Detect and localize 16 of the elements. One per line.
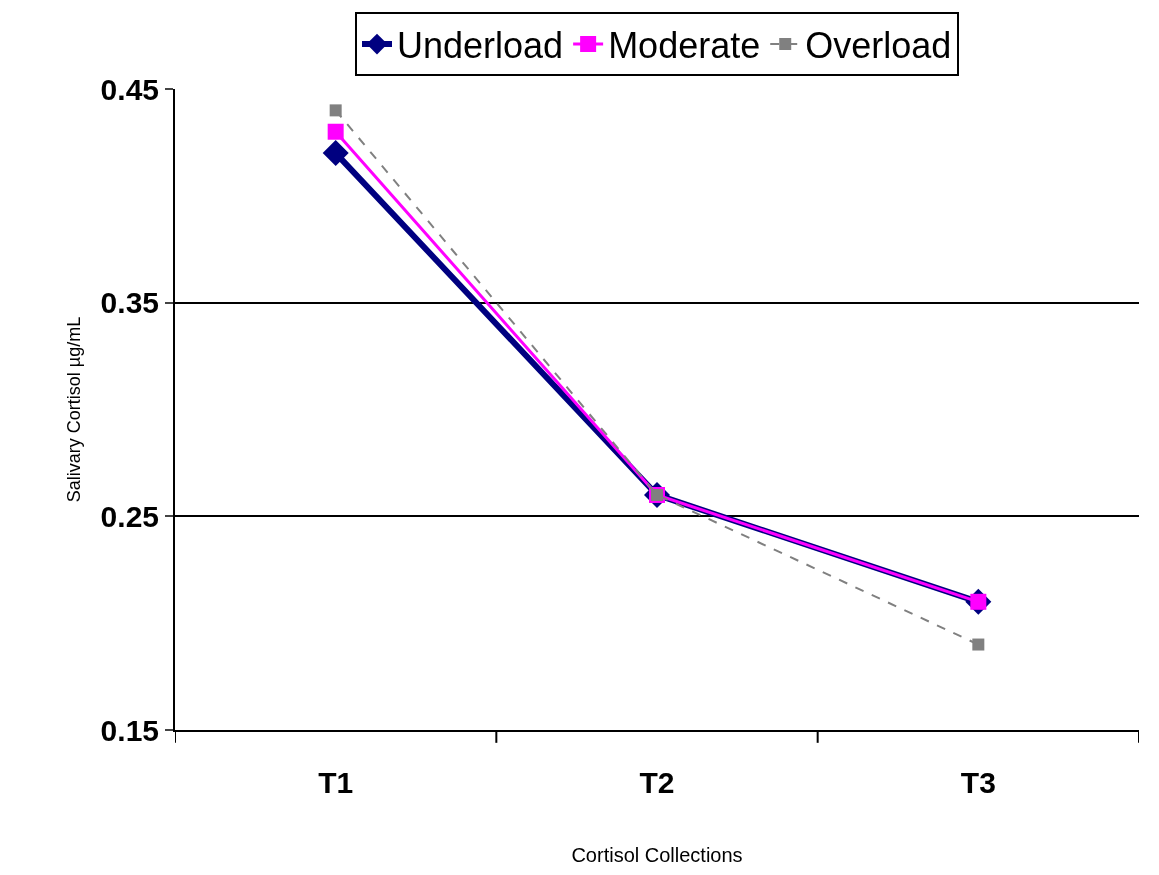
legend-label: Moderate	[608, 25, 761, 67]
x-tick-label: T2	[639, 766, 675, 799]
y-axis-title: Salivary Cortisol µg/mL	[64, 316, 85, 503]
point	[327, 123, 344, 140]
point	[972, 638, 985, 651]
y-tick-label: 0.45	[100, 72, 159, 106]
point	[322, 140, 349, 167]
point	[329, 104, 342, 117]
x-tick-label: T3	[960, 766, 996, 799]
legend-label: Underload	[397, 25, 564, 67]
legend-label: Overload	[805, 25, 952, 67]
y-tick-label: 0.25	[100, 499, 159, 533]
x-tick-label: T1	[318, 766, 354, 799]
x-axis-title: Cortisol Collections	[571, 844, 743, 866]
y-tick-label: 0.15	[100, 713, 159, 747]
y-tick-label: 0.35	[100, 286, 159, 320]
